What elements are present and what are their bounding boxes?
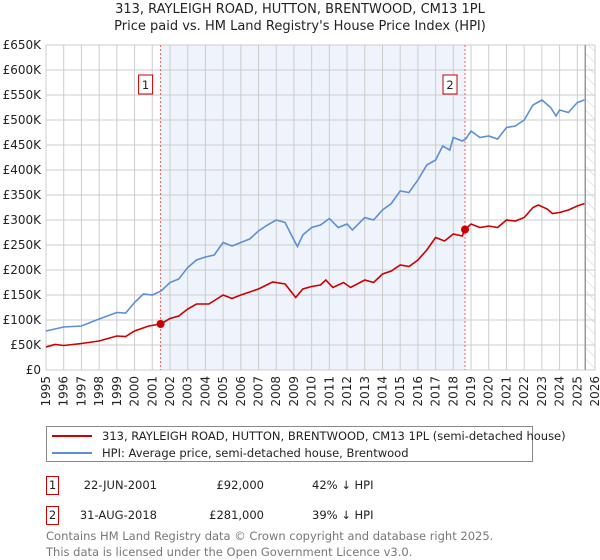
x-tick-label: 2024: [553, 376, 567, 407]
x-tick-label: 2010: [305, 376, 319, 407]
legend-blue-line-icon: [52, 452, 92, 454]
sale-label-box: [138, 74, 154, 95]
x-tick-label: 1997: [74, 376, 88, 407]
y-tick-label: £400K: [3, 163, 43, 177]
x-tick-label: 2025: [570, 376, 584, 407]
sale-point: [156, 320, 165, 328]
legend-red-line-icon: [52, 435, 92, 437]
y-tick-label: £350K: [3, 188, 43, 202]
legend-item-property: 313, RAYLEIGH ROAD, HUTTON, BRENTWOOD, C…: [52, 428, 566, 444]
x-tick-label: 2026: [588, 376, 600, 407]
sale-date: 22-JUN-2001: [83, 478, 157, 492]
sale-label-text: 2: [446, 78, 453, 92]
y-tick-label: £600K: [3, 63, 43, 77]
legend-label: HPI: Average price, semi-detached house,…: [102, 446, 409, 460]
y-tick-label: £250K: [3, 238, 43, 252]
y-tick-label: £150K: [3, 288, 43, 302]
x-tick-label: 2019: [464, 376, 478, 407]
y-tick-label: £300K: [3, 213, 43, 227]
x-tick-label: 2011: [322, 376, 336, 407]
legend-label: 313, RAYLEIGH ROAD, HUTTON, BRENTWOOD, C…: [102, 429, 566, 443]
y-tick-label: £500K: [3, 113, 43, 127]
sale-label-box: [442, 74, 458, 95]
x-tick-label: 1995: [39, 376, 53, 407]
x-tick-label: 2000: [128, 376, 142, 407]
sale-hpi-diff: 42% ↓ HPI: [312, 478, 374, 492]
x-tick-label: 2023: [535, 376, 549, 407]
x-tick-label: 2021: [499, 376, 513, 407]
x-tick-label: 1998: [92, 376, 106, 407]
legend: 313, RAYLEIGH ROAD, HUTTON, BRENTWOOD, C…: [46, 426, 566, 462]
hatched-region: [585, 45, 595, 370]
x-tick-label: 2002: [163, 376, 177, 407]
x-tick-label: 2007: [252, 376, 266, 407]
sale-price: £281,000: [209, 508, 264, 522]
footer-copyright: Contains HM Land Registry data © Crown c…: [46, 529, 494, 543]
y-tick-label: £0: [26, 363, 41, 377]
sale-label-text: 1: [142, 78, 149, 92]
ownership-shaded-region: [160, 45, 466, 370]
x-tick-label: 2020: [482, 376, 496, 407]
chart-subtitle: Price paid vs. HM Land Registry's House …: [114, 19, 486, 34]
chart-title: 313, RAYLEIGH ROAD, HUTTON, BRENTWOOD, C…: [115, 2, 485, 17]
y-tick-label: £200K: [3, 263, 43, 277]
x-tick-label: 2018: [446, 376, 460, 407]
x-tick-label: 2016: [411, 376, 425, 407]
x-tick-label: 2015: [393, 376, 407, 407]
x-tick-label: 2008: [269, 376, 283, 407]
legend-item-hpi: HPI: Average price, semi-detached house,…: [52, 445, 409, 461]
price-chart: £0 £50K £100K £150K £200K £250K £300K £350K £400…: [3, 38, 600, 407]
y-tick-label: £100K: [3, 313, 43, 327]
x-tick-label: 2005: [216, 376, 230, 407]
y-tick-label: £450K: [3, 138, 43, 152]
y-tick-label: £550K: [3, 88, 43, 102]
x-tick-label: 2003: [181, 376, 195, 407]
x-tick-label: 1996: [57, 376, 71, 407]
x-tick-label: 1999: [110, 376, 124, 407]
sale-point: [461, 225, 470, 234]
x-tick-label: 2001: [145, 376, 159, 407]
hpi-series-line: [45, 99, 585, 332]
x-tick-label: 2009: [287, 376, 301, 407]
sale-marker-badge: 2: [46, 506, 59, 525]
sale-marker-badge: 1: [46, 476, 59, 495]
y-tick-label: £50K: [10, 338, 42, 352]
x-tick-label: 2004: [198, 376, 212, 407]
sale-price: £92,000: [216, 478, 264, 492]
x-tick-label: 2006: [234, 376, 248, 407]
x-tick-label: 2013: [358, 376, 372, 407]
x-tick-label: 2017: [429, 376, 443, 407]
footer-licence: This data is licensed under the Open Gov…: [46, 545, 413, 559]
sale-hpi-diff: 39% ↓ HPI: [312, 508, 374, 522]
x-tick-label: 2014: [375, 376, 389, 407]
x-tick-label: 2012: [340, 376, 354, 407]
sale-date: 31-AUG-2018: [79, 508, 157, 522]
x-tick-label: 2022: [517, 376, 531, 407]
y-tick-label: £650K: [3, 38, 43, 52]
